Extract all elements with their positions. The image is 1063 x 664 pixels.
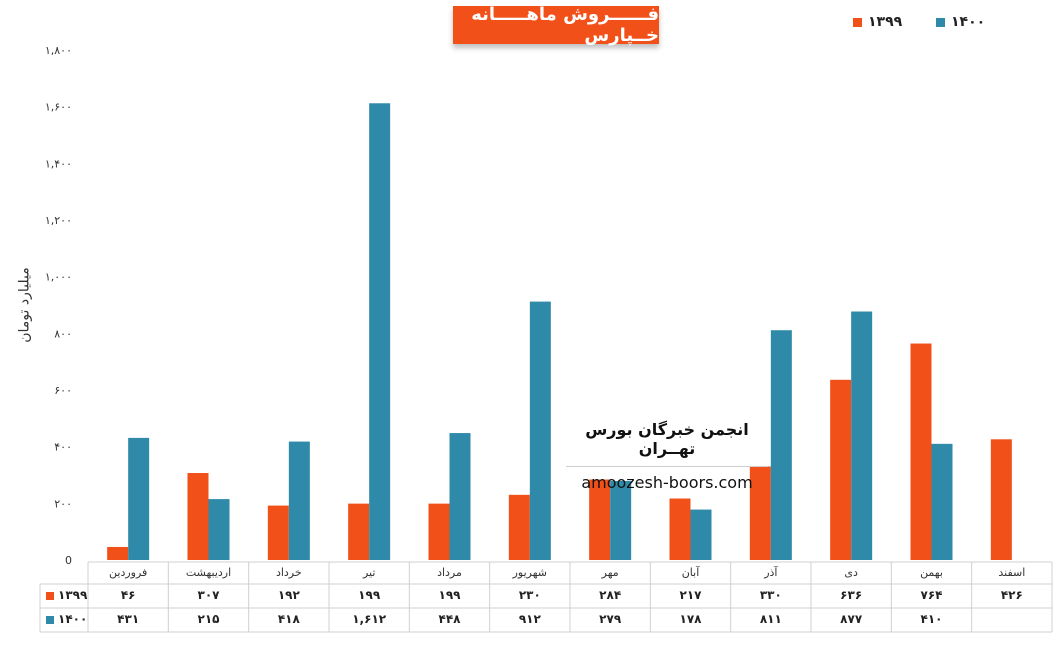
table-key-۱۳۹۹: [46, 592, 54, 600]
data-label: ۲۱۷: [680, 588, 703, 602]
data-label: ۱۹۲: [278, 588, 301, 602]
data-label: ۴۴۸: [439, 612, 462, 626]
y-tick-label: ۸۰۰: [54, 327, 72, 340]
data-label: ۲۳۰: [519, 588, 541, 602]
bar-۱۳۹۹-7: [669, 498, 691, 560]
data-label: ۱۹۹: [358, 588, 381, 602]
bar-۱۴۰۰-8: [770, 330, 792, 560]
category-label: دی: [844, 566, 858, 579]
data-label: ۴۲۶: [1001, 588, 1023, 602]
bar-۱۴۰۰-9: [851, 311, 873, 560]
bar-۱۳۹۹-8: [749, 466, 771, 560]
legend-label-1400: ۱۴۰۰: [951, 14, 986, 30]
legend-item-1400: ۱۴۰۰: [936, 12, 985, 32]
data-label: ۹۱۲: [519, 612, 542, 626]
data-label: ۱۹۹: [439, 588, 462, 602]
data-label: ۱,۶۱۲: [352, 612, 387, 626]
bar-۱۴۰۰-1: [208, 499, 230, 560]
category-label: بهمن: [920, 566, 943, 579]
bar-۱۳۹۹-9: [830, 379, 852, 560]
bar-۱۳۹۹-1: [187, 473, 209, 560]
table-key-۱۴۰۰: [46, 616, 54, 624]
bar-۱۴۰۰-4: [449, 433, 471, 560]
data-label: ۸۱۱: [760, 612, 782, 626]
data-label: ۳۳۰: [760, 588, 782, 602]
data-label: ۴۱۸: [278, 612, 301, 626]
bar-۱۳۹۹-2: [267, 505, 289, 560]
data-label: ۲۱۵: [198, 612, 220, 626]
data-label: ۸۷۷: [840, 612, 863, 626]
bar-۱۴۰۰-10: [931, 443, 953, 560]
category-label: آبان: [682, 565, 700, 579]
bar-۱۳۹۹-6: [589, 479, 611, 560]
table-series-name: ۱۳۹۹: [58, 588, 88, 602]
watermark: انجمن خبرگان بورس تهــران amoozesh-boors…: [566, 420, 768, 492]
data-label: ۲۷۹: [599, 612, 622, 626]
data-label: ۳۰۷: [198, 588, 221, 602]
legend-swatch-1400: [936, 17, 945, 27]
category-label: تیر: [362, 566, 375, 579]
y-tick-label: ۱,۲۰۰: [45, 214, 72, 227]
category-label: مرداد: [437, 566, 462, 579]
bar-۱۴۰۰-0: [128, 437, 150, 560]
bar-۱۳۹۹-4: [428, 503, 450, 560]
category-label: شهریور: [512, 566, 547, 579]
y-tick-label: ۱,۰۰۰: [45, 271, 72, 284]
category-label: اسفند: [998, 566, 1025, 579]
y-tick-label: 0: [65, 554, 72, 567]
y-tick-label: ۶۰۰: [54, 384, 72, 397]
chart-title: فــــــروش ماهـــــانه خــپارس: [453, 4, 659, 46]
category-label: آذر: [763, 565, 778, 579]
watermark-divider: [566, 466, 768, 467]
legend-swatch-1399: [853, 17, 862, 27]
bar-۱۳۹۹-0: [107, 546, 129, 560]
table-series-name: ۱۴۰۰: [58, 612, 87, 626]
category-label: خرداد: [276, 566, 302, 579]
bar-۱۴۰۰-2: [288, 441, 310, 560]
legend-label-1399: ۱۳۹۹: [868, 14, 903, 30]
data-label: ۷۶۴: [921, 588, 943, 602]
bar-۱۳۹۹-5: [508, 494, 530, 560]
y-tick-label: ۱,۸۰۰: [45, 44, 72, 57]
bar-۱۴۰۰-5: [529, 301, 551, 560]
y-tick-label: ۲۰۰: [54, 497, 72, 510]
y-tick-label: ۴۰۰: [54, 441, 72, 454]
y-tick-label: ۱,۶۰۰: [45, 101, 72, 114]
watermark-url: amoozesh-boors.com: [581, 473, 753, 492]
watermark-title: انجمن خبرگان بورس تهــران: [585, 420, 749, 458]
bar-۱۴۰۰-3: [369, 103, 391, 561]
bar-۱۴۰۰-6: [610, 480, 632, 560]
legend-item-1399: ۱۳۹۹: [853, 12, 902, 32]
data-label: ۴۶: [121, 588, 136, 602]
data-label: ۴۱۰: [921, 612, 943, 626]
bar-۱۳۹۹-11: [990, 439, 1012, 560]
bar-۱۳۹۹-3: [348, 503, 370, 560]
bar-۱۳۹۹-10: [910, 343, 932, 560]
category-label: مهر: [601, 566, 619, 579]
bar-۱۴۰۰-7: [690, 509, 712, 560]
category-label: اردیبهشت: [186, 566, 231, 579]
data-label: ۱۷۸: [680, 612, 703, 626]
y-tick-label: ۱,۴۰۰: [45, 157, 72, 170]
category-label: فروردین: [109, 566, 147, 579]
data-label: ۶۳۶: [840, 588, 862, 602]
data-label: ۲۸۴: [599, 588, 621, 602]
data-label: ۴۳۱: [117, 612, 139, 626]
